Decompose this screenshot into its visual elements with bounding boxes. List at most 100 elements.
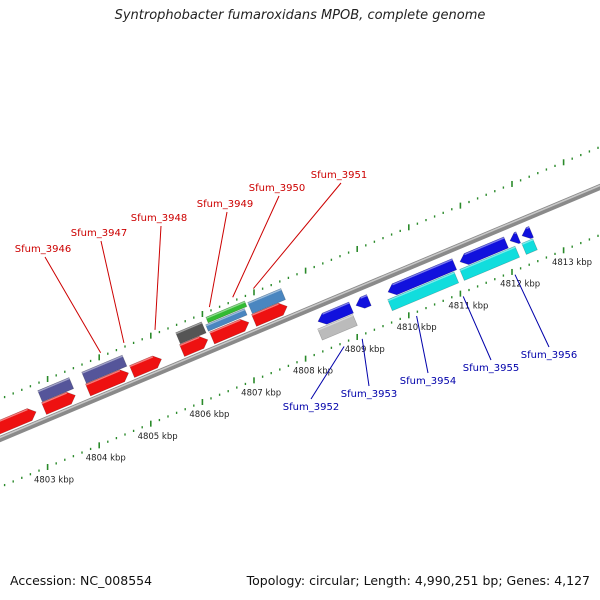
leader-line	[361, 338, 370, 387]
gene-forward-shape	[41, 391, 76, 415]
gene-reverse	[459, 236, 509, 265]
leader-line	[310, 346, 345, 400]
gene-slate-shine	[81, 355, 123, 374]
gene-reverse-shine	[464, 237, 505, 256]
topology-summary: Topology: circular; Length: 4,990,251 bp…	[246, 573, 590, 588]
gene-grey-shine	[317, 314, 354, 331]
leader-line	[253, 182, 342, 289]
gene-steelblue-shape	[247, 288, 286, 314]
gene-steelblue-shine	[247, 288, 282, 305]
gene-forward	[129, 355, 162, 378]
gene-reverse	[355, 294, 372, 309]
accession-text: Accession: NC_008554	[10, 573, 153, 588]
gene-forward-shine	[85, 369, 121, 386]
gene-forward	[0, 408, 37, 438]
leader-line	[44, 256, 102, 353]
tick-marks: 4803 kbp 4804 kbp 4805 kbp 4806 kbp 4807 kbp…	[3, 146, 599, 487]
gene-label-sfum_3949: Sfum_3949	[197, 199, 253, 210]
leader-line	[232, 195, 280, 298]
gene-forward	[179, 336, 209, 357]
gene-green-shine	[205, 301, 246, 319]
gene-label-sfum_3952: Sfum_3952	[283, 402, 339, 413]
gene-green	[205, 300, 248, 324]
gene-reverse-shape	[509, 231, 522, 244]
gene-label-sfum_3954: Sfum_3954	[400, 376, 456, 387]
gene-grey-shape	[317, 313, 358, 341]
gene-cyan	[521, 238, 538, 255]
tick-label: 4805 kbp	[138, 432, 178, 442]
gene-label-sfum_3955: Sfum_3955	[463, 363, 519, 374]
gene-cyan-shape	[521, 238, 538, 255]
gene-forward-shape	[85, 369, 129, 397]
gene-steelblue-shine	[205, 308, 246, 327]
tick-label: 4803 kbp	[34, 475, 74, 485]
gene-slate-shape	[81, 354, 128, 384]
gene-forward-shine	[0, 408, 28, 427]
gene-steelblue	[205, 308, 248, 332]
gene-dark-shine	[175, 322, 203, 335]
tick-label: 4811 kbp	[448, 301, 488, 311]
leader-line	[154, 225, 162, 330]
tick-label: 4804 kbp	[86, 454, 126, 464]
gene-slate-shine	[37, 377, 70, 393]
gene-label-sfum_3953: Sfum_3953	[341, 389, 397, 400]
tick-label: 4812 kbp	[500, 280, 540, 290]
gene-forward-shape	[209, 318, 250, 345]
tick-label: 4808 kbp	[293, 367, 333, 377]
gene-forward	[41, 391, 76, 415]
gene-forward-shine	[251, 303, 279, 316]
gene-reverse-shine	[514, 232, 517, 235]
gene-label-sfum_3951: Sfum_3951	[311, 170, 367, 181]
backbone-highlight	[0, 184, 600, 439]
gene-reverse-shape	[387, 258, 458, 296]
gene-dark-shape	[175, 321, 207, 345]
tick-label: 4806 kbp	[189, 410, 229, 420]
gene-track	[0, 225, 538, 438]
gene-slate	[81, 354, 128, 384]
gene-reverse-shine	[526, 226, 530, 230]
gene-forward	[85, 369, 129, 397]
gene-cyan-shine	[459, 246, 516, 271]
gene-cyan	[459, 245, 521, 281]
gene-label-sfum_3946: Sfum_3946	[15, 244, 71, 255]
leader-line	[416, 315, 429, 374]
tick-label: 4810 kbp	[397, 323, 437, 333]
gene-green-shape	[205, 300, 248, 324]
leader-line	[514, 274, 550, 348]
gene-label-sfum_3948: Sfum_3948	[131, 213, 187, 224]
tick-label: 4813 kbp	[552, 258, 592, 268]
tick-label: 4809 kbp	[345, 345, 385, 355]
gene-label-sfum_3956: Sfum_3956	[521, 350, 577, 361]
gene-forward	[251, 302, 288, 327]
gene-dark	[175, 321, 207, 345]
gene-cyan-shape	[459, 245, 521, 281]
backbone-line	[0, 183, 600, 443]
gene-forward-shape	[0, 408, 37, 438]
gene-forward-shine	[209, 319, 241, 334]
gene-slate	[37, 377, 75, 403]
gene-forward-shine	[179, 336, 200, 347]
gene-reverse-shape	[459, 236, 509, 265]
gene-reverse-shape	[317, 301, 354, 325]
map-title: Syntrophobacter fumaroxidans MPOB, compl…	[114, 8, 486, 23]
tick-label: 4807 kbp	[241, 388, 281, 398]
gene-cyan	[387, 271, 460, 312]
gene-cyan-shine	[521, 239, 534, 245]
leader-line	[462, 296, 492, 361]
gene-reverse	[387, 258, 458, 296]
backbone-layer	[0, 183, 600, 443]
gene-forward-shape	[129, 355, 162, 378]
gene-reverse-shine	[392, 258, 453, 286]
leader-line	[208, 211, 228, 308]
gene-forward-shine	[129, 356, 154, 368]
gene-reverse-shape	[521, 225, 534, 239]
leader-line	[100, 240, 125, 344]
gene-label-sfum_3950: Sfum_3950	[249, 183, 305, 194]
gene-reverse	[317, 301, 354, 325]
gene-forward-shape	[179, 336, 209, 357]
gene-forward-shape	[251, 302, 288, 327]
gene-reverse	[509, 231, 522, 244]
gene-steelblue	[247, 288, 286, 314]
